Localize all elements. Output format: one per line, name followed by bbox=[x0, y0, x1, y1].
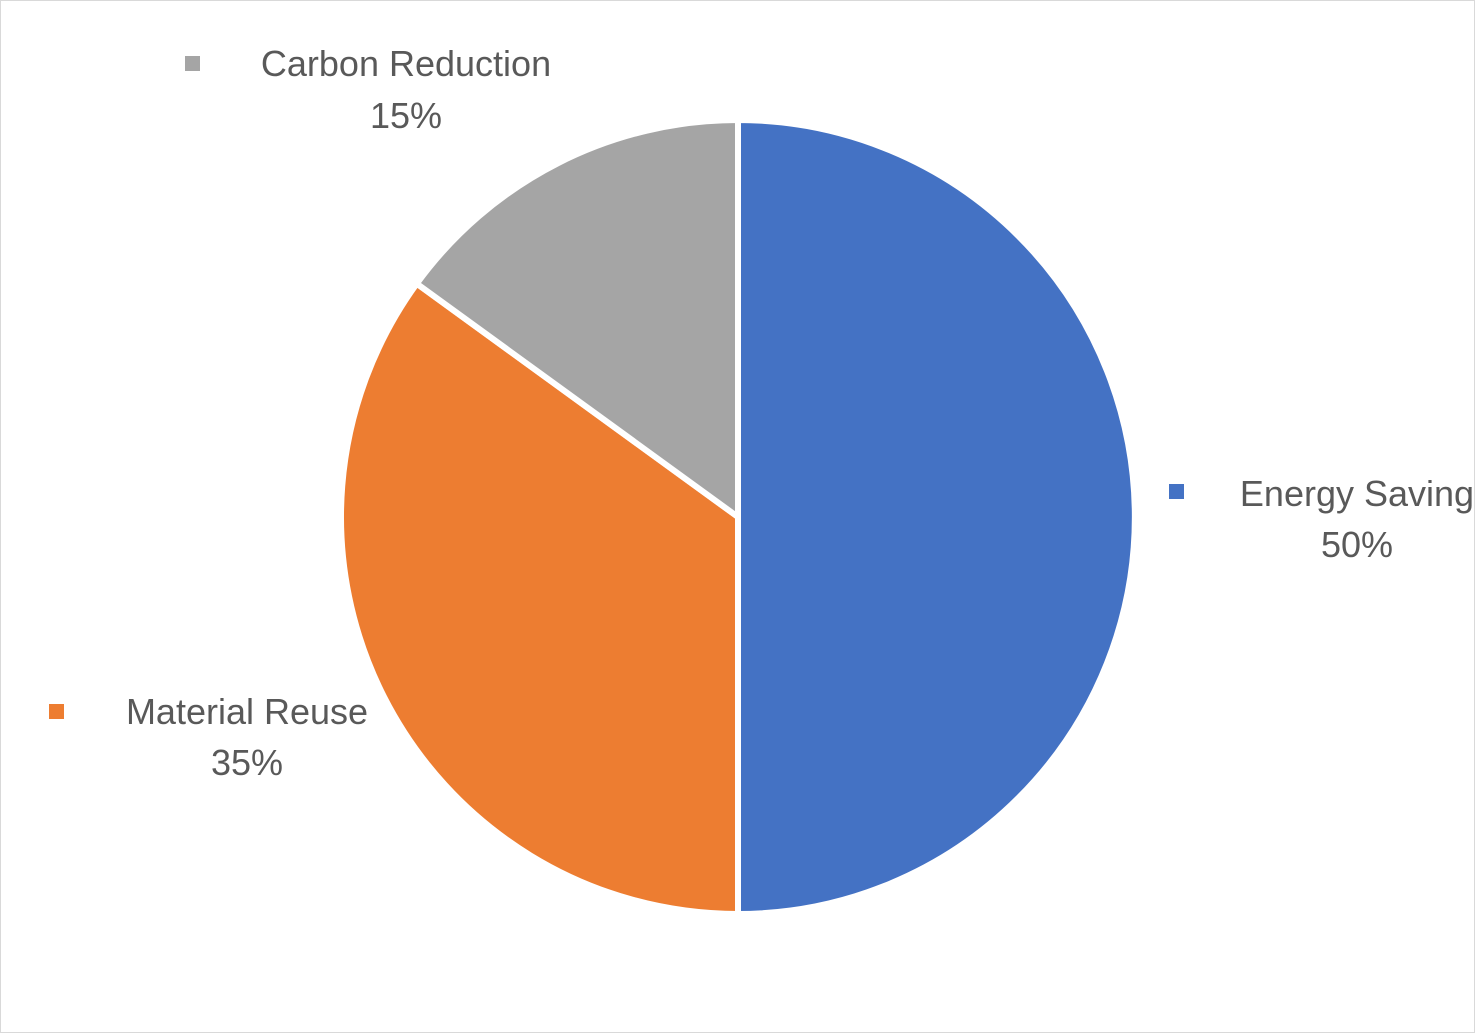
pie-data-labels: Energy Saving 50% Material Reuse 35% Carbon … bbox=[49, 43, 1474, 783]
data-label-percent: 50% bbox=[1321, 524, 1393, 565]
pie-slice-material-reuse bbox=[338, 279, 741, 918]
data-label-name: Energy Saving bbox=[1240, 473, 1474, 514]
legend-key-material-reuse bbox=[49, 704, 64, 719]
legend-key-energy-saving bbox=[1169, 484, 1184, 499]
legend-key-carbon-reduction bbox=[185, 56, 200, 71]
data-label-name: Material Reuse bbox=[126, 691, 368, 732]
pie-slice-energy-saving bbox=[735, 116, 1138, 918]
pie-slices bbox=[338, 116, 1138, 918]
data-label-percent: 35% bbox=[211, 742, 283, 783]
data-label-name: Carbon Reduction bbox=[261, 43, 551, 84]
pie-slice-carbon-reduction bbox=[412, 116, 741, 523]
data-label-percent: 15% bbox=[370, 95, 442, 136]
